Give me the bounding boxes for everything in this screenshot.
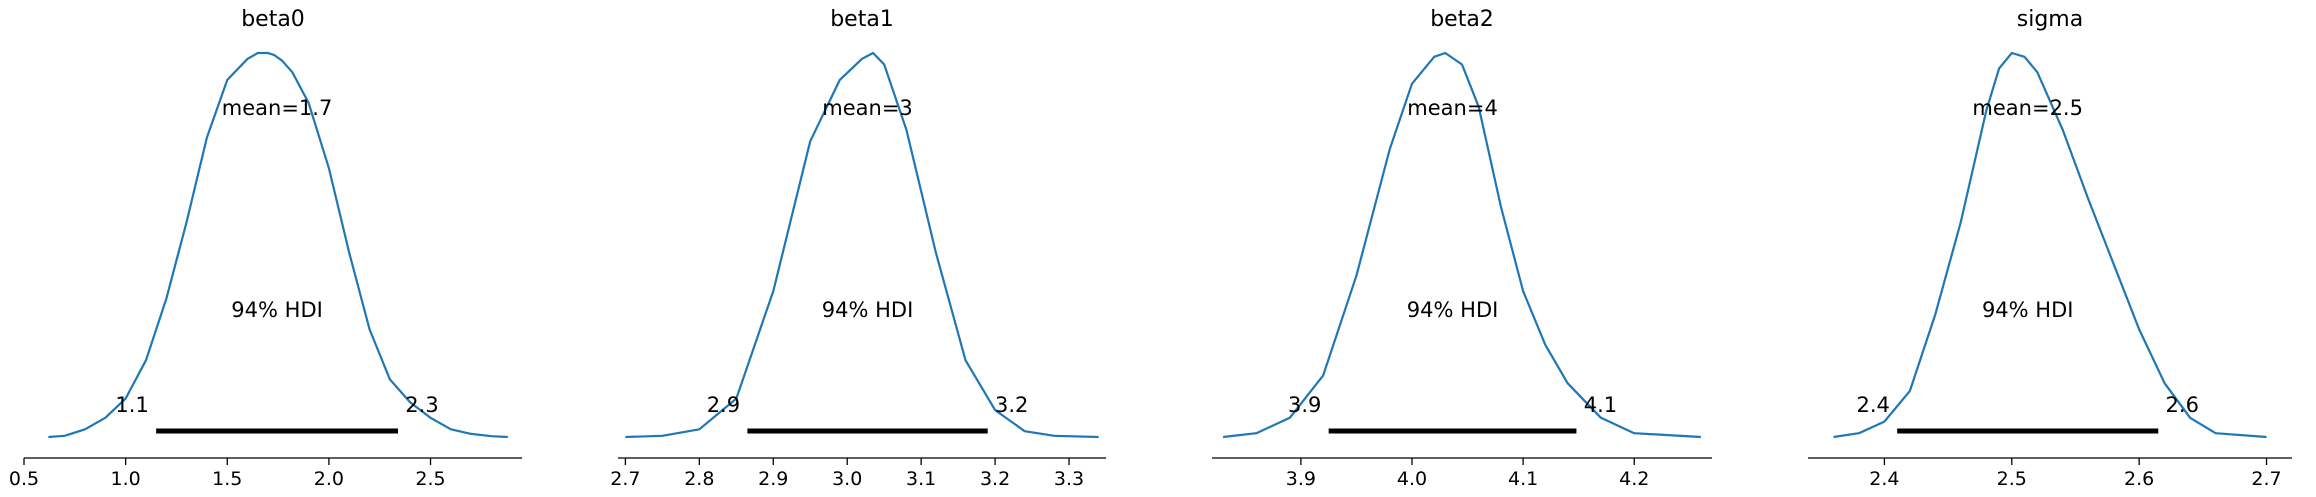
- hdi-low-label: 2.4: [1856, 393, 1889, 417]
- hdi-low-label: 1.1: [115, 393, 148, 417]
- x-tick-label: 3.0: [832, 468, 862, 490]
- mean-label: mean=2.5: [1972, 96, 2083, 120]
- x-tick-label: 3.2: [980, 468, 1010, 490]
- x-tick-label: 2.6: [2124, 468, 2154, 490]
- hdi-high-label: 4.1: [1584, 393, 1617, 417]
- x-tick-label: 2.5: [1997, 468, 2027, 490]
- hdi-high-label: 2.6: [2166, 393, 2199, 417]
- hdi-low-label: 3.9: [1288, 393, 1321, 417]
- x-tick-label: 3.1: [906, 468, 936, 490]
- x-tick-label: 2.7: [2251, 468, 2281, 490]
- x-tick-label: 3.3: [1054, 468, 1084, 490]
- density-curve: [1833, 51, 2267, 439]
- density-curve: [625, 51, 1099, 439]
- panel-beta1: 2.7 2.8 2.9 3.0 3.1 3.2 3.3 2.9 3.2 94% HDI mean=3…: [610, 7, 1106, 490]
- panel-title: beta2: [1430, 7, 1494, 32]
- density-curve: [1222, 51, 1701, 439]
- panel-title: beta1: [830, 7, 894, 32]
- panel-title: sigma: [2017, 7, 2083, 32]
- mean-label: mean=1.7: [222, 96, 333, 120]
- x-tick-label: 2.0: [314, 468, 344, 490]
- x-tick-label: 3.9: [1286, 468, 1316, 490]
- hdi-low-label: 2.9: [707, 393, 740, 417]
- x-tick-label: 2.4: [1869, 468, 1899, 490]
- x-tick-label: 2.8: [684, 468, 714, 490]
- hdi-high-label: 3.2: [995, 393, 1028, 417]
- mean-label: mean=4: [1407, 96, 1498, 120]
- mean-label: mean=3: [822, 96, 913, 120]
- hdi-label: 94% HDI: [822, 298, 914, 322]
- hdi-label: 94% HDI: [231, 298, 323, 322]
- x-tick-label: 0.5: [9, 468, 39, 490]
- x-tick-label: 1.0: [111, 468, 141, 490]
- x-tick-label: 2.7: [610, 468, 640, 490]
- x-tick-label: 2.5: [415, 468, 445, 490]
- hdi-label: 94% HDI: [1407, 298, 1499, 322]
- panel-title: beta0: [241, 7, 305, 32]
- panel-sigma: 2.4 2.5 2.6 2.7 2.4 2.6 94% HDI mean=2.5 sigma: [1808, 7, 2292, 490]
- panel-beta2: 3.9 4.0 4.1 4.2 3.9 4.1 94% HDI mean=4 beta2: [1212, 7, 1712, 490]
- hdi-high-label: 2.3: [405, 393, 438, 417]
- x-tick-label: 4.1: [1508, 468, 1538, 490]
- x-tick-label: 4.0: [1397, 468, 1427, 490]
- x-tick-label: 1.5: [212, 468, 242, 490]
- density-curve: [48, 51, 508, 439]
- x-tick-label: 4.2: [1619, 468, 1649, 490]
- x-tick-label: 2.9: [758, 468, 788, 490]
- panel-beta0: 0.5 1.0 1.5 2.0 2.5 1.1 2.3 94% HDI mean=1.7 beta…: [9, 7, 522, 490]
- hdi-label: 94% HDI: [1982, 298, 2074, 322]
